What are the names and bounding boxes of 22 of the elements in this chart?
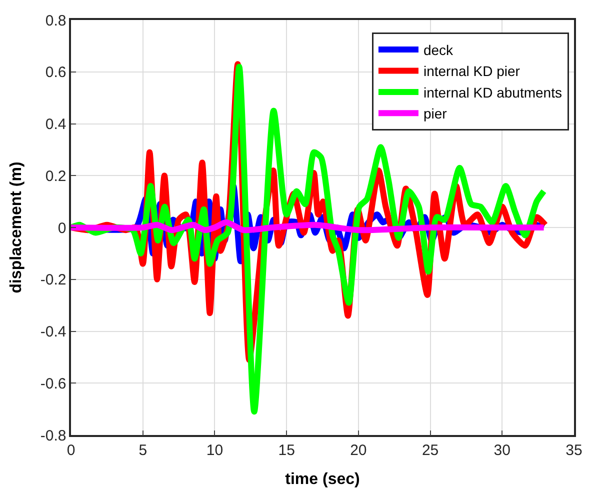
x-tick-label: 5	[138, 442, 148, 459]
y-tick-label: 0.8	[45, 12, 66, 30]
y-axis-title: displacement (m)	[8, 162, 25, 294]
x-tick-label: 30	[494, 442, 510, 459]
y-tick-label: 0.2	[45, 168, 66, 185]
legend-label: pier	[423, 106, 448, 122]
x-tick-label: 15	[278, 442, 295, 459]
x-tick-label: 20	[350, 442, 367, 459]
y-tick-label: -0.8	[40, 427, 66, 444]
legend-label: internal KD pier	[423, 63, 520, 80]
x-axis-title: time (sec)	[285, 470, 360, 488]
y-tick-label: -0.4	[40, 324, 66, 340]
x-tick-label: 10	[206, 442, 224, 459]
y-tick-label: -0.2	[40, 272, 66, 289]
legend-label: deck	[423, 42, 454, 58]
y-tick-label: 0.6	[45, 64, 66, 82]
x-tick-label: 25	[422, 442, 439, 459]
y-tick-label: 0.4	[45, 116, 66, 133]
legend-label: internal KD abutments	[423, 84, 562, 100]
y-tick-label: -0.6	[40, 375, 66, 392]
x-tick-label: 35	[566, 442, 582, 459]
y-tick-label: 0	[58, 220, 66, 237]
